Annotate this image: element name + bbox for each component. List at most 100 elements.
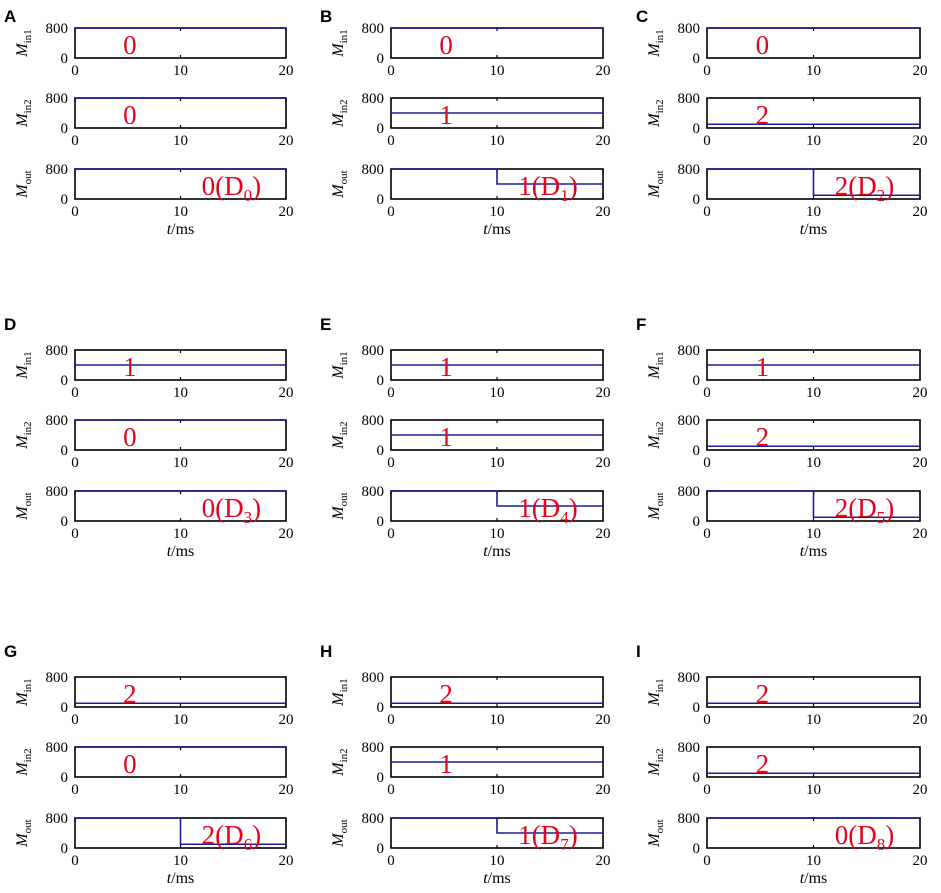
y-axis-label: Mout xyxy=(646,170,666,198)
state-digit: 2(D xyxy=(835,171,877,201)
plot-frame xyxy=(74,97,287,129)
x-tick-label: 0 xyxy=(387,455,395,471)
y-tick-label: 0 xyxy=(377,51,385,67)
x-tick-label: 10 xyxy=(806,782,821,798)
axes-in2: 0 10 20 0 800 Min2 0 xyxy=(14,413,294,471)
y-axis-label-sub: in2 xyxy=(338,99,350,113)
x-tick-label: 20 xyxy=(279,63,294,79)
x-axis-label: t/ms xyxy=(800,870,828,887)
x-tick-label: 10 xyxy=(490,526,505,542)
y-axis-label-main: M xyxy=(330,112,347,128)
x-tick-label: 0 xyxy=(71,385,79,401)
state-close: ) xyxy=(569,171,578,201)
y-tick-label: 0 xyxy=(377,121,385,137)
x-tick-label: 0 xyxy=(71,455,79,471)
axes-in1: 0 10 20 0 800 Min1 2 xyxy=(14,670,294,728)
state-annotation: 0(D8) xyxy=(835,820,895,854)
y-axis-label-main: M xyxy=(330,761,347,777)
x-tick-label: 20 xyxy=(913,63,928,79)
y-axis-label-main: M xyxy=(14,761,31,777)
y-axis-label-main: M xyxy=(330,691,347,707)
x-tick-label: 20 xyxy=(913,782,928,798)
y-axis-label-sub: in1 xyxy=(22,678,34,692)
y-axis-label-sub: in1 xyxy=(22,29,34,43)
x-tick-label: 10 xyxy=(173,455,188,471)
state-annotation: 1(D7) xyxy=(518,820,578,854)
x-tick-label: 20 xyxy=(913,204,928,220)
y-tick-label: 0 xyxy=(377,514,385,530)
y-axis-label: Min1 xyxy=(330,29,350,57)
y-axis-label: Min1 xyxy=(14,678,34,706)
y-axis-label-main: M xyxy=(646,364,663,380)
state-subscript: 8 xyxy=(877,835,886,854)
x-axis-label: t/ms xyxy=(167,543,195,560)
y-axis-label: Min2 xyxy=(646,421,666,449)
y-tick-label: 0 xyxy=(693,373,701,389)
y-axis-label: Min2 xyxy=(14,421,34,449)
x-tick-label: 10 xyxy=(173,63,188,79)
x-axis-label-rest: /ms xyxy=(171,221,194,238)
panel-letter: D xyxy=(4,315,16,334)
y-tick-label: 0 xyxy=(377,770,385,786)
x-tick-label: 0 xyxy=(71,526,79,542)
y-tick-label: 0 xyxy=(693,700,701,716)
y-axis-label-sub: in2 xyxy=(338,421,350,435)
state-subscript: 0 xyxy=(244,186,253,205)
y-tick-label: 0 xyxy=(377,841,385,857)
y-tick-label: 0 xyxy=(61,373,69,389)
state-subscript: 2 xyxy=(877,186,886,205)
y-tick-label: 800 xyxy=(46,343,69,359)
y-tick-label: 0 xyxy=(693,841,701,857)
x-axis-label-italic: t xyxy=(167,221,172,238)
y-tick-label: 0 xyxy=(377,373,385,389)
y-axis-label-main: M xyxy=(330,364,347,380)
x-tick-label: 20 xyxy=(596,526,611,542)
series-line-out xyxy=(707,490,920,519)
x-tick-label: 0 xyxy=(703,853,711,869)
y-axis-label-main: M xyxy=(14,364,31,380)
x-tick-label: 20 xyxy=(913,455,928,471)
x-axis-label-italic: t xyxy=(483,221,488,238)
x-tick-label: 0 xyxy=(703,526,711,542)
y-axis-label-main: M xyxy=(330,42,347,58)
y-axis-label-sub: out xyxy=(22,819,34,833)
x-tick-label: 0 xyxy=(387,712,395,728)
y-axis-label-main: M xyxy=(330,505,347,521)
y-tick-label: 0 xyxy=(377,700,385,716)
y-axis-label-main: M xyxy=(330,832,347,848)
axes-in1: 0 10 20 0 800 Min1 1 xyxy=(14,343,294,401)
y-axis-label: Min1 xyxy=(14,351,34,379)
y-axis-label-sub: out xyxy=(338,492,350,506)
x-axis-label: t/ms xyxy=(483,870,511,887)
state-subscript: 6 xyxy=(244,835,253,854)
state-close: ) xyxy=(569,820,578,850)
y-tick-label: 800 xyxy=(678,343,701,359)
y-tick-label: 800 xyxy=(678,21,701,37)
y-tick-label: 0 xyxy=(693,514,701,530)
axes-in2: 0 10 20 0 800 Min2 1 xyxy=(330,91,611,149)
x-tick-label: 10 xyxy=(490,385,505,401)
series-line-out xyxy=(707,168,920,197)
y-axis-label-sub: out xyxy=(654,819,666,833)
axes-out: 0 10 20 0 800 Mout 2(D2) t/ms xyxy=(646,162,928,238)
y-axis-label: Min2 xyxy=(646,748,666,776)
state-digit: 2 xyxy=(123,679,137,709)
panel-letter: I xyxy=(636,642,641,661)
y-axis-label-sub: in1 xyxy=(654,351,666,365)
y-axis-label-sub: out xyxy=(654,170,666,184)
x-tick-label: 10 xyxy=(490,712,505,728)
state-digit: 1 xyxy=(439,352,453,382)
x-tick-label: 20 xyxy=(596,782,611,798)
state-digit: 2 xyxy=(756,422,770,452)
y-tick-label: 800 xyxy=(678,413,701,429)
y-tick-label: 800 xyxy=(678,811,701,827)
axes-out: 0 10 20 0 800 Mout 1(D1) t/ms xyxy=(330,162,611,238)
axes-out: 0 10 20 0 800 Mout 1(D4) t/ms xyxy=(330,484,611,560)
state-annotation: 2(D5) xyxy=(835,493,895,527)
y-axis-label-sub: in2 xyxy=(654,748,666,762)
x-axis-label-rest: /ms xyxy=(488,870,511,887)
y-axis-label-main: M xyxy=(646,691,663,707)
